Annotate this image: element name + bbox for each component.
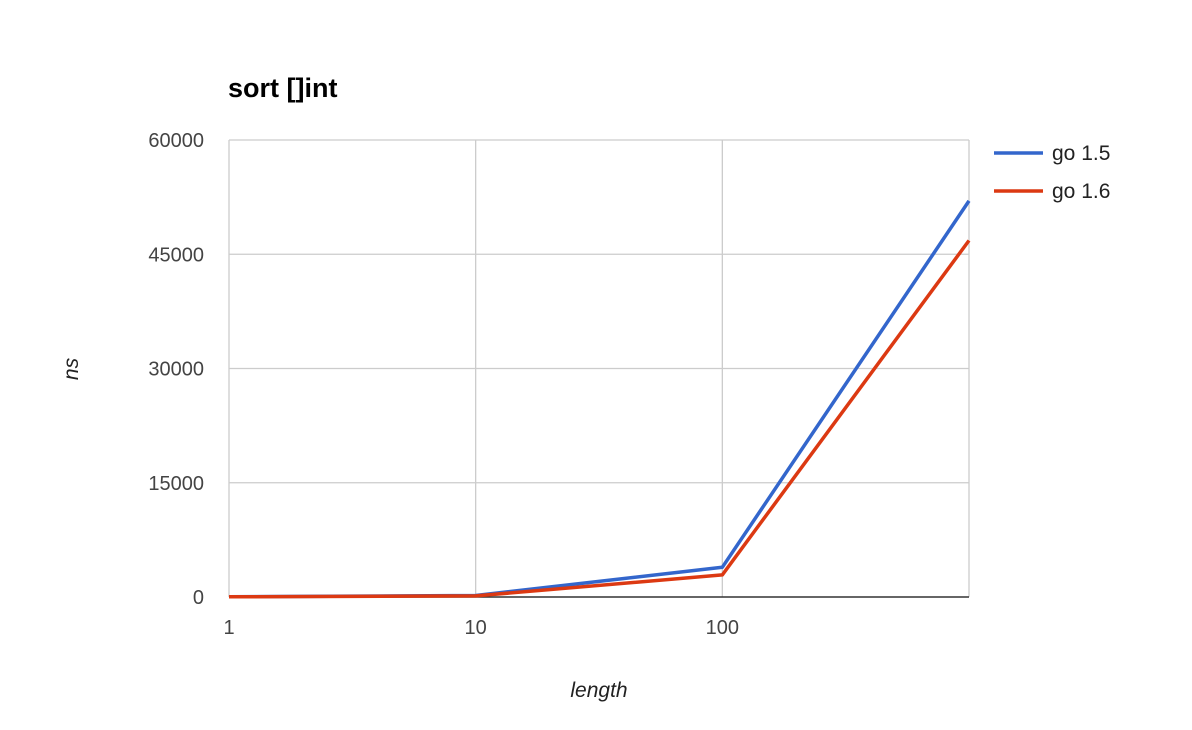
- y-tick-label: 60000: [148, 130, 204, 152]
- legend-label: go 1.6: [1052, 180, 1110, 203]
- y-tick-label: 45000: [148, 244, 204, 266]
- x-tick-label: 10: [465, 617, 487, 639]
- x-tick-labels: 1 10 100: [223, 617, 739, 639]
- chart-title: sort []int: [228, 73, 337, 103]
- legend: go 1.5 go 1.6: [994, 142, 1110, 203]
- x-axis-title: length: [570, 679, 627, 702]
- y-tick-label: 15000: [148, 473, 204, 495]
- series-line-1: [228, 239, 971, 599]
- y-tick-labels: 0 15000 30000 45000 60000: [148, 130, 204, 609]
- y-tick-label: 30000: [148, 359, 204, 381]
- grid-lines: [228, 139, 970, 597]
- x-tick-label: 100: [706, 617, 739, 639]
- y-tick-label: 0: [193, 587, 204, 609]
- y-axis-title: ns: [60, 357, 83, 380]
- x-tick-label: 1: [223, 617, 234, 639]
- series-lines: [228, 199, 971, 599]
- legend-label: go 1.5: [1052, 142, 1110, 165]
- series-line-0: [228, 199, 971, 599]
